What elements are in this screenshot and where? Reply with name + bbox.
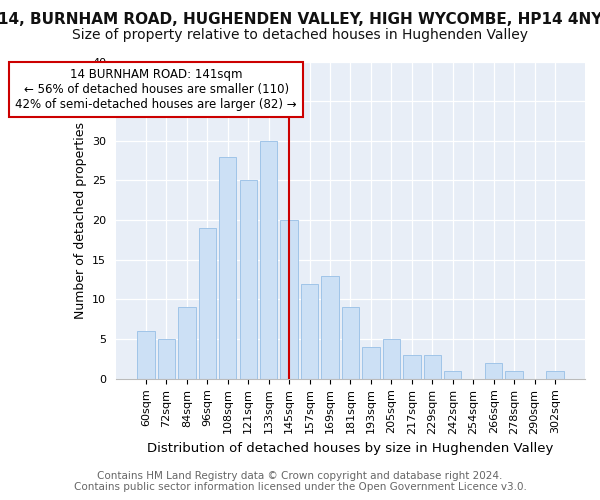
Bar xyxy=(362,347,380,379)
Bar xyxy=(444,371,461,379)
Bar xyxy=(260,141,277,379)
Bar xyxy=(424,355,441,379)
Bar xyxy=(239,180,257,379)
Bar xyxy=(383,339,400,379)
Bar xyxy=(485,363,502,379)
Text: 14, BURNHAM ROAD, HUGHENDEN VALLEY, HIGH WYCOMBE, HP14 4NY: 14, BURNHAM ROAD, HUGHENDEN VALLEY, HIGH… xyxy=(0,12,600,28)
Bar xyxy=(158,339,175,379)
Bar xyxy=(199,228,216,379)
Bar xyxy=(546,371,563,379)
Bar xyxy=(322,276,339,379)
Text: Contains HM Land Registry data © Crown copyright and database right 2024.
Contai: Contains HM Land Registry data © Crown c… xyxy=(74,471,526,492)
Text: Size of property relative to detached houses in Hughenden Valley: Size of property relative to detached ho… xyxy=(72,28,528,42)
Text: 14 BURNHAM ROAD: 141sqm
← 56% of detached houses are smaller (110)
42% of semi-d: 14 BURNHAM ROAD: 141sqm ← 56% of detache… xyxy=(16,68,297,111)
Bar xyxy=(301,284,318,379)
Bar xyxy=(342,308,359,379)
Bar xyxy=(505,371,523,379)
X-axis label: Distribution of detached houses by size in Hughenden Valley: Distribution of detached houses by size … xyxy=(147,442,554,455)
Bar xyxy=(178,308,196,379)
Bar xyxy=(403,355,421,379)
Bar xyxy=(219,156,236,379)
Y-axis label: Number of detached properties: Number of detached properties xyxy=(74,122,86,318)
Bar xyxy=(280,220,298,379)
Bar xyxy=(137,331,155,379)
